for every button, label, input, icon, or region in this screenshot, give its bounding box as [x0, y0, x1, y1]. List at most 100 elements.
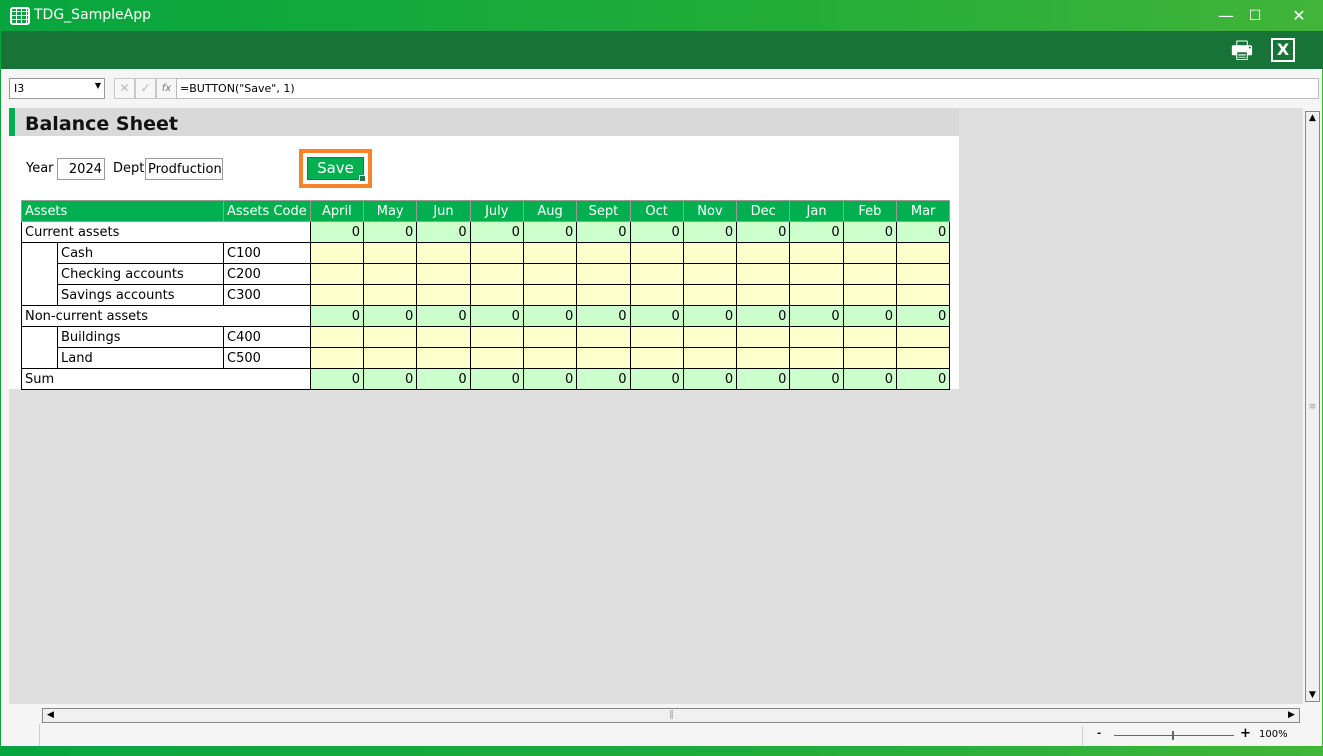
input-cell[interactable]	[309, 347, 365, 369]
value-cell[interactable]: 0	[629, 221, 684, 243]
input-cell[interactable]	[309, 326, 365, 348]
indent-cell[interactable]	[21, 347, 58, 369]
input-cell[interactable]	[576, 326, 631, 348]
input-cell[interactable]	[576, 347, 631, 369]
input-cell[interactable]	[736, 242, 791, 264]
horizontal-scrollbar[interactable]: ◀ ‖ ▶	[42, 708, 1300, 723]
value-cell[interactable]: 0	[789, 305, 844, 327]
input-cell[interactable]	[789, 263, 844, 285]
indent-cell[interactable]	[21, 242, 58, 264]
indent-cell[interactable]	[21, 263, 58, 285]
input-cell[interactable]	[736, 263, 791, 285]
input-cell[interactable]	[522, 284, 578, 306]
indent-cell[interactable]	[21, 326, 58, 348]
input-cell[interactable]	[416, 347, 471, 369]
dept-input[interactable]: Prodfuction	[145, 158, 223, 180]
input-cell[interactable]	[682, 242, 738, 264]
value-cell[interactable]: 0	[895, 305, 951, 327]
input-cell[interactable]	[576, 284, 631, 306]
input-cell[interactable]	[629, 263, 684, 285]
row-label[interactable]: Buildings	[57, 326, 224, 348]
zoom-out-button[interactable]: -	[1097, 728, 1102, 739]
indent-cell[interactable]	[21, 284, 58, 306]
input-cell[interactable]	[682, 347, 738, 369]
value-cell[interactable]: 0	[682, 368, 738, 390]
input-cell[interactable]	[895, 284, 951, 306]
value-cell[interactable]: 0	[736, 221, 791, 243]
value-cell[interactable]: 0	[789, 221, 844, 243]
input-cell[interactable]	[736, 326, 791, 348]
input-cell[interactable]	[416, 284, 471, 306]
input-cell[interactable]	[576, 263, 631, 285]
zoom-in-button[interactable]: +	[1240, 726, 1251, 741]
input-cell[interactable]	[522, 347, 578, 369]
input-cell[interactable]	[309, 284, 365, 306]
input-cell[interactable]	[842, 326, 898, 348]
value-cell[interactable]: 0	[416, 305, 471, 327]
value-cell[interactable]: 0	[363, 221, 418, 243]
confirm-icon[interactable]: ✓	[135, 78, 156, 99]
row-label[interactable]: Checking accounts	[57, 263, 224, 285]
formula-input[interactable]: =BUTTON("Save", 1)	[176, 78, 1319, 99]
scroll-up-icon[interactable]: ▲	[1309, 113, 1316, 123]
value-cell[interactable]: 0	[522, 368, 578, 390]
input-cell[interactable]	[416, 263, 471, 285]
asset-code[interactable]: C300	[223, 284, 311, 306]
input-cell[interactable]	[576, 242, 631, 264]
row-label[interactable]: Land	[57, 347, 224, 369]
function-icon[interactable]: fx	[156, 78, 177, 99]
value-cell[interactable]: 0	[416, 368, 471, 390]
asset-code[interactable]: C200	[223, 263, 311, 285]
value-cell[interactable]: 0	[363, 368, 418, 390]
value-cell[interactable]: 0	[842, 368, 898, 390]
input-cell[interactable]	[363, 263, 418, 285]
input-cell[interactable]	[363, 347, 418, 369]
scroll-left-icon[interactable]: ◀	[47, 710, 54, 720]
input-cell[interactable]	[522, 326, 578, 348]
input-cell[interactable]	[842, 263, 898, 285]
cell-reference-box[interactable]: I3 ▼	[9, 78, 105, 99]
value-cell[interactable]: 0	[309, 305, 365, 327]
input-cell[interactable]	[629, 347, 684, 369]
value-cell[interactable]: 0	[736, 305, 791, 327]
close-button[interactable]: ✕	[1292, 6, 1306, 25]
row-label[interactable]: Savings accounts	[57, 284, 224, 306]
input-cell[interactable]	[842, 284, 898, 306]
value-cell[interactable]: 0	[522, 305, 578, 327]
input-cell[interactable]	[895, 242, 951, 264]
export-excel-icon[interactable]: X	[1271, 38, 1295, 62]
print-icon[interactable]: 🖶	[1230, 36, 1254, 64]
input-cell[interactable]	[309, 242, 365, 264]
input-cell[interactable]	[469, 347, 524, 369]
input-cell[interactable]	[682, 284, 738, 306]
input-cell[interactable]	[842, 242, 898, 264]
scroll-grip-icon[interactable]: ‖	[669, 710, 674, 720]
value-cell[interactable]: 0	[682, 305, 738, 327]
value-cell[interactable]: 0	[469, 221, 524, 243]
value-cell[interactable]: 0	[629, 368, 684, 390]
group-label[interactable]: Current assets	[21, 221, 311, 243]
input-cell[interactable]	[736, 284, 791, 306]
input-cell[interactable]	[416, 326, 471, 348]
value-cell[interactable]: 0	[682, 221, 738, 243]
value-cell[interactable]: 0	[789, 368, 844, 390]
value-cell[interactable]: 0	[469, 305, 524, 327]
asset-code[interactable]: C500	[223, 347, 311, 369]
input-cell[interactable]	[789, 284, 844, 306]
input-cell[interactable]	[363, 242, 418, 264]
input-cell[interactable]	[469, 242, 524, 264]
value-cell[interactable]: 0	[842, 221, 898, 243]
value-cell[interactable]: 0	[629, 305, 684, 327]
input-cell[interactable]	[469, 263, 524, 285]
value-cell[interactable]: 0	[895, 368, 951, 390]
value-cell[interactable]: 0	[309, 221, 365, 243]
vertical-scrollbar[interactable]: ▲ ≡ ▼	[1305, 111, 1320, 702]
input-cell[interactable]	[469, 326, 524, 348]
minimize-button[interactable]: —	[1218, 6, 1234, 25]
input-cell[interactable]	[895, 326, 951, 348]
input-cell[interactable]	[522, 263, 578, 285]
input-cell[interactable]	[522, 242, 578, 264]
scroll-grip-icon[interactable]: ≡	[1308, 402, 1317, 412]
value-cell[interactable]: 0	[576, 368, 631, 390]
year-input[interactable]: 2024	[57, 158, 105, 180]
